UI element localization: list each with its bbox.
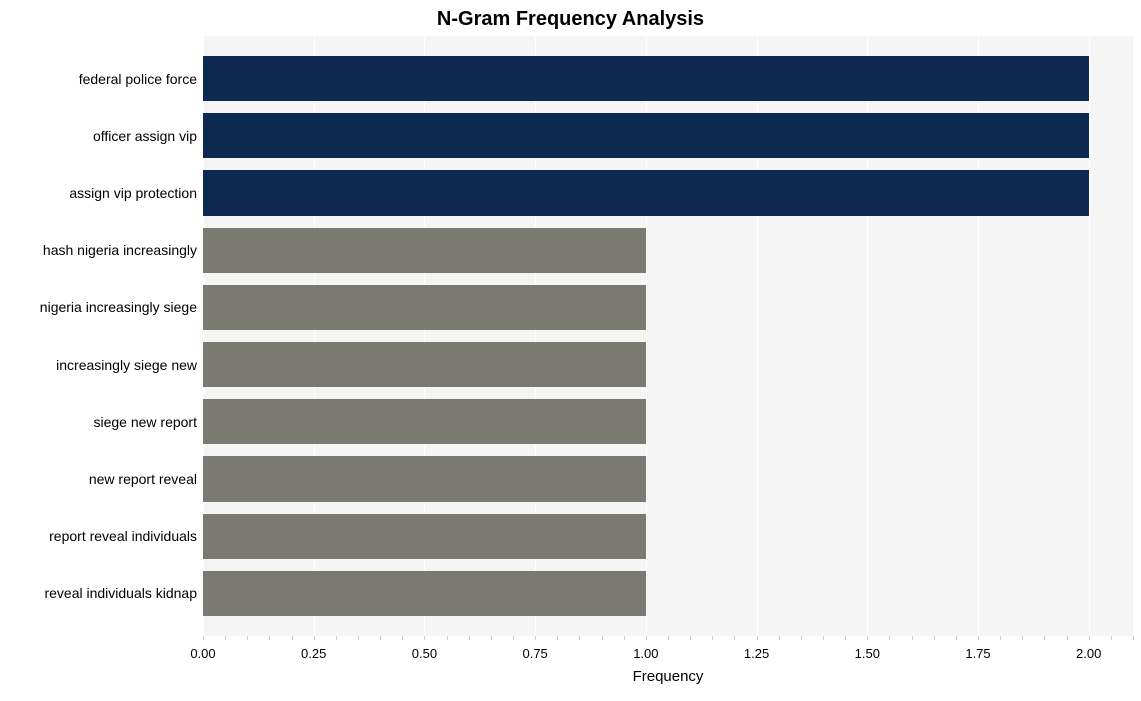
bar-row: report reveal individuals xyxy=(203,508,1133,565)
bar xyxy=(203,399,646,444)
minor-tick xyxy=(867,636,868,640)
minor-tick xyxy=(292,636,293,640)
minor-tick xyxy=(956,636,957,640)
minor-tick xyxy=(757,636,758,640)
minor-tick xyxy=(712,636,713,640)
minor-tick xyxy=(1089,636,1090,640)
x-tick-label: 1.75 xyxy=(965,646,990,661)
bar-row: hash nigeria increasingly xyxy=(203,222,1133,279)
bar-row: new report reveal xyxy=(203,450,1133,507)
minor-tick xyxy=(1067,636,1068,640)
plot-area: Frequency 0.000.250.500.751.001.251.501.… xyxy=(203,36,1133,636)
bar-row: assign vip protection xyxy=(203,164,1133,221)
minor-tick xyxy=(513,636,514,640)
minor-tick xyxy=(1022,636,1023,640)
y-tick-label: nigeria increasingly siege xyxy=(40,300,197,314)
minor-tick xyxy=(845,636,846,640)
minor-tick xyxy=(889,636,890,640)
minor-tick xyxy=(557,636,558,640)
minor-tick xyxy=(380,636,381,640)
x-tick-label: 2.00 xyxy=(1076,646,1101,661)
bar xyxy=(203,228,646,273)
minor-tick xyxy=(535,636,536,640)
minor-tick xyxy=(402,636,403,640)
minor-tick xyxy=(225,636,226,640)
y-tick-label: assign vip protection xyxy=(69,186,197,200)
minor-tick xyxy=(690,636,691,640)
minor-tick xyxy=(358,636,359,640)
y-tick-label: federal police force xyxy=(79,72,197,86)
x-tick-label: 0.75 xyxy=(522,646,547,661)
bar xyxy=(203,514,646,559)
y-tick-label: hash nigeria increasingly xyxy=(43,243,197,257)
x-tick-label: 0.25 xyxy=(301,646,326,661)
x-tick-label: 0.00 xyxy=(190,646,215,661)
bar-row: reveal individuals kidnap xyxy=(203,565,1133,622)
minor-tick xyxy=(469,636,470,640)
minor-tick xyxy=(336,636,337,640)
x-tick-label: 1.00 xyxy=(633,646,658,661)
y-tick-label: new report reveal xyxy=(89,472,197,486)
minor-tick xyxy=(801,636,802,640)
bar-row: officer assign vip xyxy=(203,107,1133,164)
y-tick-label: reveal individuals kidnap xyxy=(44,586,197,600)
y-tick-label: report reveal individuals xyxy=(49,529,197,543)
bar-row: federal police force xyxy=(203,50,1133,107)
bar xyxy=(203,571,646,616)
y-tick-label: increasingly siege new xyxy=(56,358,197,372)
x-tick-label: 1.25 xyxy=(744,646,769,661)
bar xyxy=(203,456,646,501)
minor-tick xyxy=(1133,636,1134,640)
bar xyxy=(203,56,1089,101)
x-tick-label: 1.50 xyxy=(855,646,880,661)
minor-tick xyxy=(779,636,780,640)
chart-title: N-Gram Frequency Analysis xyxy=(0,8,1141,31)
minor-tick xyxy=(823,636,824,640)
y-tick-label: officer assign vip xyxy=(93,129,197,143)
bar-row: nigeria increasingly siege xyxy=(203,279,1133,336)
bar xyxy=(203,285,646,330)
bar xyxy=(203,170,1089,215)
minor-tick xyxy=(269,636,270,640)
minor-tick xyxy=(447,636,448,640)
minor-tick xyxy=(314,636,315,640)
x-axis-title: Frequency xyxy=(633,668,704,685)
minor-tick xyxy=(491,636,492,640)
bar-row: siege new report xyxy=(203,393,1133,450)
minor-tick xyxy=(1000,636,1001,640)
minor-tick xyxy=(579,636,580,640)
minor-tick xyxy=(247,636,248,640)
minor-tick xyxy=(1111,636,1112,640)
minor-tick xyxy=(602,636,603,640)
bar xyxy=(203,113,1089,158)
minor-tick xyxy=(668,636,669,640)
minor-tick xyxy=(734,636,735,640)
y-tick-label: siege new report xyxy=(93,415,197,429)
minor-tick xyxy=(978,636,979,640)
minor-tick xyxy=(912,636,913,640)
ngram-bar-chart: N-Gram Frequency Analysis Frequency 0.00… xyxy=(0,0,1141,701)
minor-tick xyxy=(646,636,647,640)
bar-row: increasingly siege new xyxy=(203,336,1133,393)
minor-tick xyxy=(624,636,625,640)
bar xyxy=(203,342,646,387)
minor-tick xyxy=(424,636,425,640)
minor-tick xyxy=(1044,636,1045,640)
minor-tick xyxy=(934,636,935,640)
minor-tick xyxy=(203,636,204,640)
x-tick-label: 0.50 xyxy=(412,646,437,661)
